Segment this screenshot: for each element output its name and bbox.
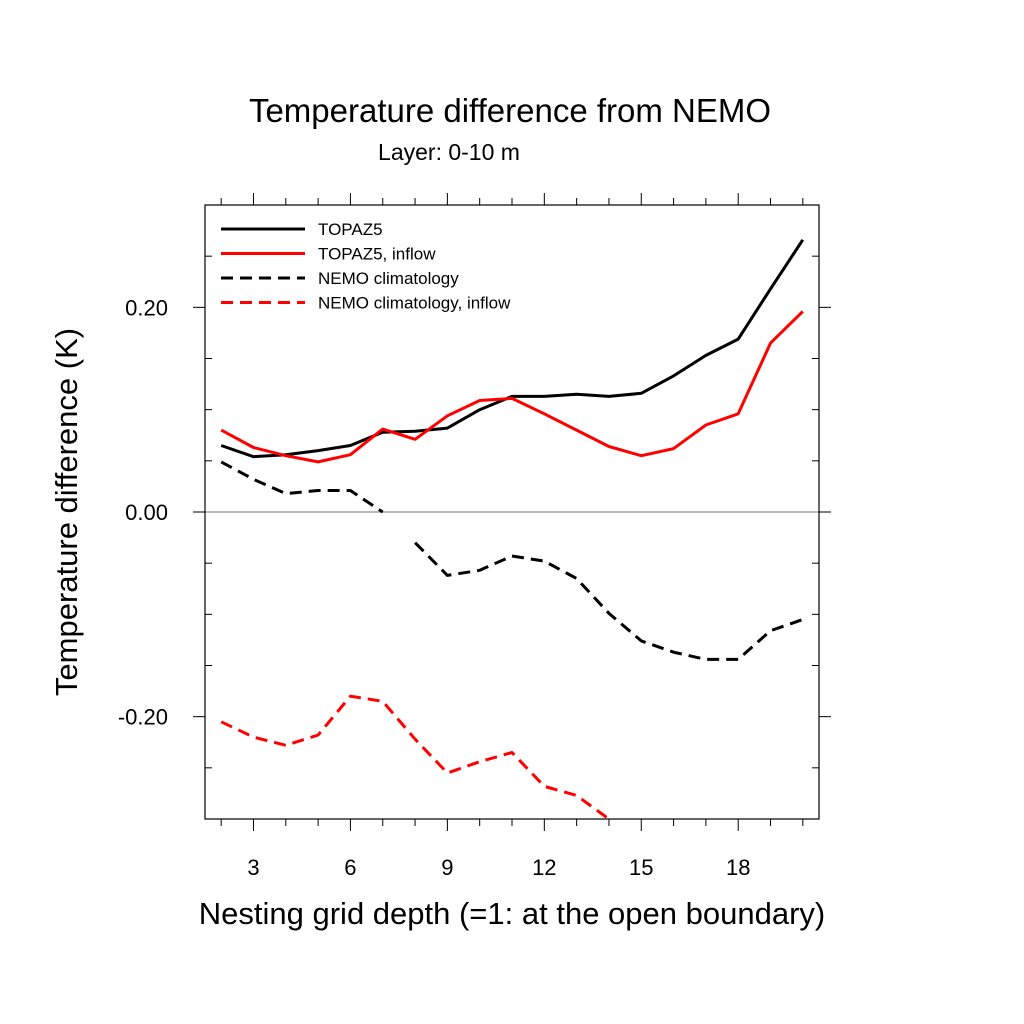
legend-label: NEMO climatology, inflow	[318, 294, 511, 313]
x-axis-label: Nesting grid depth (=1: at the open boun…	[199, 896, 825, 931]
series-line-3	[220, 460, 804, 661]
x-tick-label: 6	[344, 855, 356, 880]
legend-label: NEMO climatology	[318, 269, 459, 288]
series-line-2	[220, 310, 804, 464]
y-axis-label: Temperature difference (K)	[49, 328, 84, 696]
chart-title: Temperature difference from NEMO	[249, 92, 771, 129]
legend-label: TOPAZ5	[318, 220, 383, 239]
x-tick-label: 18	[726, 855, 750, 880]
x-tick-label: 9	[441, 855, 453, 880]
x-tick-label: 3	[247, 855, 259, 880]
chart-subtitle: Layer: 0-10 m	[378, 139, 520, 165]
series-line-1	[220, 238, 805, 459]
legend-label: TOPAZ5, inflow	[318, 245, 436, 264]
y-tick-label: 0.20	[125, 295, 168, 320]
y-tick-label: -0.20	[118, 705, 168, 730]
series-line-4	[220, 694, 610, 821]
x-tick-label: 15	[629, 855, 653, 880]
legend: TOPAZ5 TOPAZ5, inflow NEMO climatology NEMO…	[221, 220, 511, 313]
x-tick-label: 12	[532, 855, 556, 880]
y-tick-label: 0.00	[125, 500, 168, 525]
